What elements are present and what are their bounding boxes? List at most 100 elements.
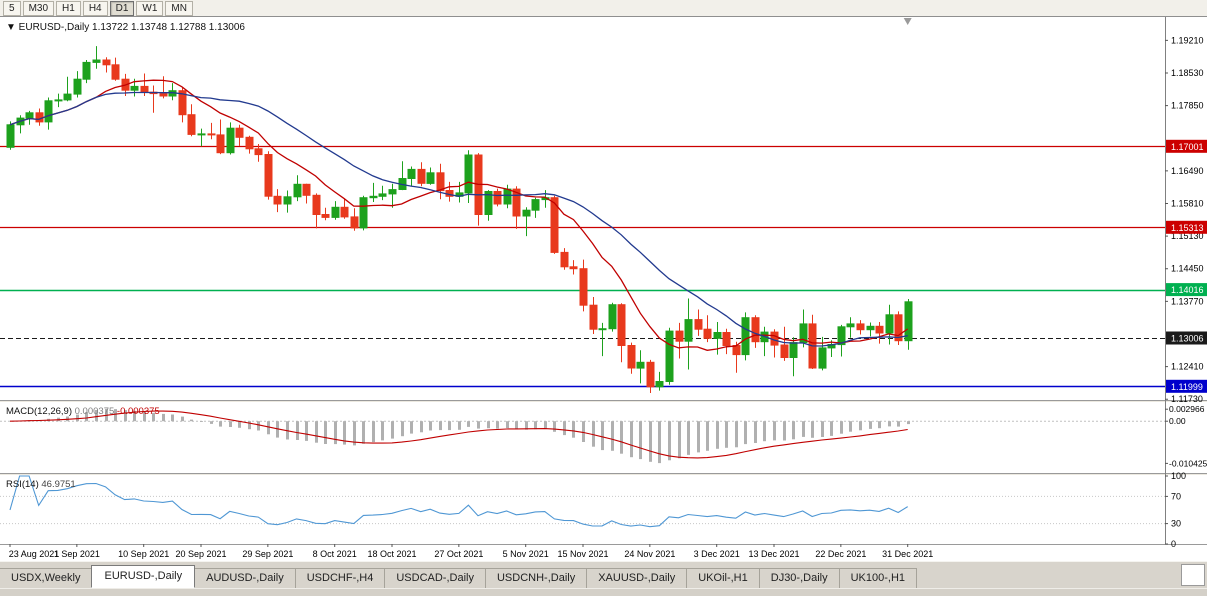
candle-body [675,330,684,342]
candle-body [818,347,827,369]
candle-body [187,114,196,135]
chart-tab-usdx-weekly[interactable]: USDX,Weekly [0,568,93,588]
price-badge-label: 1.13006 [1171,334,1204,344]
candle-body [531,199,540,211]
candle-body [264,154,273,197]
timeframe-button-h4[interactable]: H4 [82,0,108,16]
candle-body [63,93,72,101]
chart-ohlc-title: ▼ EURUSD-,Daily 1.13722 1.13748 1.12788 … [6,22,245,33]
candle-body [617,304,626,347]
tabbar-corner [1181,564,1205,586]
candle-body [665,330,674,383]
timeframe-button-h1[interactable]: H1 [56,0,81,16]
chart-tab-audusd-daily[interactable]: AUDUSD-,Daily [194,568,296,588]
candle-body [703,328,712,339]
date-axis-label: 13 Dec 2021 [748,549,799,559]
candle-body [273,195,282,205]
candle-body [293,183,302,198]
date-axis-label: 27 Oct 2021 [434,549,483,559]
candle-body [92,59,101,63]
candle-body [493,191,502,205]
candle-body [484,191,493,215]
date-axis-label: 5 Nov 2021 [503,549,549,559]
candle-body [885,314,894,334]
candle-body [407,168,416,179]
chart-tab-usdcnh-daily[interactable]: USDCNH-,Daily [484,568,588,588]
candle-body [503,188,512,205]
chart-tabs-bar: USDX,Weekly EURUSD-,Daily AUDUSD-,Daily USD… [0,561,1207,588]
candle-body [340,206,349,218]
price-badge [1166,283,1207,297]
chart-shift-marker-icon[interactable] [903,18,912,25]
candle-body [111,64,120,80]
candle-body [846,323,855,328]
timeframe-button-mn[interactable]: MN [165,0,193,16]
date-axis-label: 31 Dec 2021 [882,549,933,559]
price-axis-label: 1.16490 [1171,166,1204,176]
price-axis-label: 1.18530 [1171,68,1204,78]
date-axis-label: 1 Sep 2021 [54,549,100,559]
candle-body [226,127,235,154]
chart-tab-eurusd-daily[interactable]: EURUSD-,Daily [91,565,196,588]
candle-body [130,85,139,91]
chart-background [0,17,1207,561]
timeframe-button-w1[interactable]: W1 [136,0,164,16]
candle-body [684,319,693,342]
timeframe-button-5[interactable]: 5 [3,0,21,16]
candle-body [159,93,168,97]
chart-tab-ukoil-h1[interactable]: UKOil-,H1 [686,568,760,588]
price-badge [1166,331,1207,345]
price-axis-label: 1.14450 [1171,264,1204,274]
candle-body [875,325,884,334]
price-badge-label: 1.15313 [1171,223,1204,233]
candle-body [73,78,82,95]
date-axis-label: 3 Dec 2021 [694,549,740,559]
chart-canvas[interactable]: ▼ EURUSD-,Daily 1.13722 1.13748 1.12788 … [0,17,1207,561]
chart-tabs-list: USDX,Weekly EURUSD-,Daily AUDUSD-,Daily USD… [0,562,918,588]
candle-body [197,133,206,136]
chart-tab-usdchf-h4[interactable]: USDCHF-,H4 [294,568,386,588]
candle-body [589,304,598,330]
rsi-axis-label: 100 [1171,471,1186,481]
rsi-label: RSI(14) 46.9751 [6,479,76,490]
candle-body [245,136,254,150]
timeframe-button-m30[interactable]: M30 [22,0,55,16]
ma-slow-line [9,91,908,347]
rsi-axis-label: 70 [1171,491,1181,501]
chart-tab-xauusd-daily[interactable]: XAUUSD-,Daily [586,568,688,588]
candle-body [102,59,111,66]
chart-tab-dj30-daily[interactable]: DJ30-,Daily [758,568,840,588]
candle-body [44,100,53,123]
candle-body [780,344,789,358]
candle-body [741,317,750,356]
price-badge [1166,379,1207,393]
candle-body [732,345,741,356]
candle-body [35,112,44,123]
panel-separator[interactable] [0,400,1207,403]
macd-histogram [19,408,910,464]
panel-separator[interactable] [0,473,1207,476]
rsi-line [9,475,908,528]
candle-body [350,216,359,229]
candle-body [216,134,225,154]
candle-body [178,90,187,116]
candle-body [388,189,397,195]
candle-body [550,197,559,253]
timeframe-button-d1[interactable]: D1 [109,0,135,16]
macd-axis-label: -0.010425 [1169,458,1207,468]
candle-body [722,332,731,346]
price-badge-label: 1.17001 [1171,142,1204,152]
candle-body [569,266,578,270]
chart-tab-usdcad-daily[interactable]: USDCAD-,Daily [384,568,486,588]
price-axis-label: 1.17850 [1171,101,1204,111]
macd-signal-line [9,410,908,459]
price-badge-label: 1.11999 [1171,382,1203,392]
candle-body [713,332,722,339]
candle-body [837,326,846,346]
chart-tab-uk100-h1[interactable]: UK100-,H1 [838,568,918,588]
candle-body [140,85,149,93]
date-axis-label: 10 Sep 2021 [118,549,169,559]
chart-window[interactable]: ▼ EURUSD-,Daily 1.13722 1.13748 1.12788 … [0,17,1207,561]
candle-body [655,381,664,388]
